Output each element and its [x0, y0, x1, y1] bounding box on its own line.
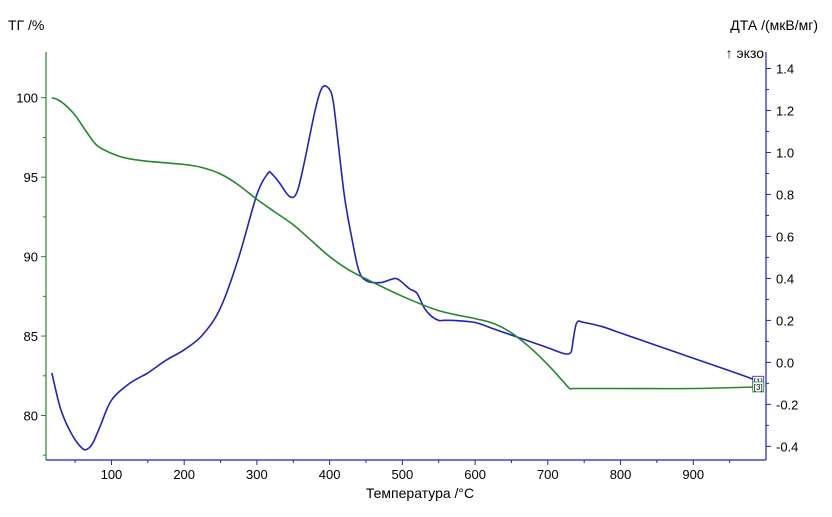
x-tick-label: 100: [101, 467, 123, 482]
y-right-axis-title: ДТА /(мкВ/мг): [730, 17, 818, 33]
y-left-tick-label: 90: [24, 250, 38, 265]
series-end-label: [3]: [754, 383, 763, 392]
series-end-marker: [752, 381, 765, 393]
y-right-tick-label: 0.6: [776, 229, 794, 244]
x-tick-label: 400: [319, 467, 341, 482]
y-left-tick-label: 80: [24, 409, 38, 424]
x-tick-label: 300: [246, 467, 268, 482]
x-tick-label: 700: [537, 467, 559, 482]
y-left-tick-label: 100: [16, 91, 38, 106]
y-right-tick-label: 0.2: [776, 313, 794, 328]
x-tick-label: 200: [173, 467, 195, 482]
series-line-tg: [51, 96, 759, 390]
y-right-tick-label: -0.4: [776, 439, 798, 454]
axes-group: 100 200 300 400 500 600 700 800 900 80 85 90 95 100 -0…: [16, 52, 798, 482]
y-left-axis-title: ТГ /%: [8, 17, 44, 33]
x-tick-label: 600: [464, 467, 486, 482]
x-axis-title: Температура /°C: [366, 485, 474, 501]
series-line-dta: [51, 85, 759, 451]
y-left-tick-label: 95: [24, 170, 38, 185]
y-right-tick-label: 1.2: [776, 103, 794, 118]
labels-group: ТГ /% ДТА /(мкВ/мг) ↑ экзо Температура /…: [8, 17, 818, 501]
x-tick-label: 900: [682, 467, 704, 482]
y-right-tick-label: 0.8: [776, 187, 794, 202]
x-tick-label: 800: [610, 467, 632, 482]
y-right-tick-label: -0.2: [776, 397, 798, 412]
x-tick-label: 500: [392, 467, 414, 482]
y-right-tick-label: 1.4: [776, 61, 794, 76]
y-left-tick-label: 85: [24, 329, 38, 344]
curves-group: [1][3]: [51, 85, 765, 451]
exo-annotation: ↑ экзо: [726, 45, 765, 61]
y-right-tick-label: 0.4: [776, 271, 794, 286]
y-right-tick-label: 1.0: [776, 145, 794, 160]
y-right-tick-label: 0.0: [776, 355, 794, 370]
